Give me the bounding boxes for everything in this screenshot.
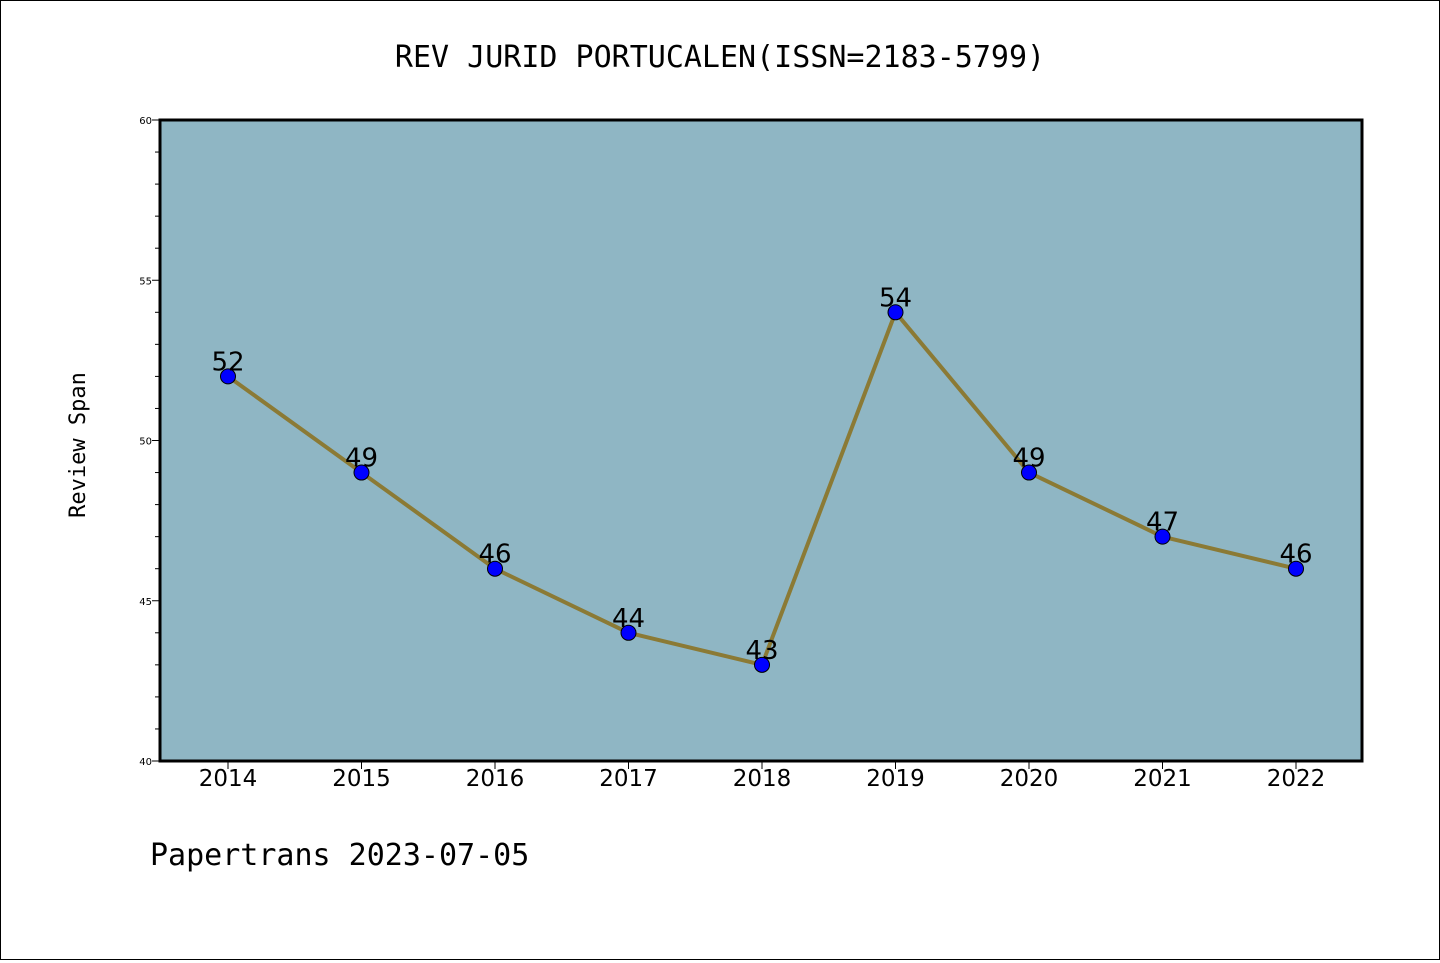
data-label: 46 <box>1279 540 1312 570</box>
plot-area <box>158 118 1364 763</box>
data-point <box>1288 560 1304 577</box>
x-axis: 2014 2015 2016 2017 2018 2019 2020 2021 2022 <box>199 761 1326 792</box>
data-point <box>620 624 637 641</box>
data-point <box>1154 528 1171 545</box>
y-tick-label: 40 <box>139 757 152 768</box>
data-point <box>1021 464 1037 481</box>
data-label: 49 <box>345 444 378 474</box>
data-label: 44 <box>612 604 645 634</box>
footer-stamp: Papertrans 2023-07-05 <box>150 838 529 873</box>
data-label: 47 <box>1146 508 1179 538</box>
x-tick-label: 2016 <box>466 766 525 792</box>
data-label: 52 <box>211 347 244 377</box>
y-tick-label: 50 <box>139 437 152 448</box>
series-group: 52 49 46 44 43 54 49 47 46 <box>211 283 1313 673</box>
x-tick-label: 2019 <box>866 766 925 792</box>
y-tick-label: 55 <box>139 276 152 287</box>
x-tick-label: 2018 <box>733 766 792 792</box>
y-tick-label: 45 <box>139 597 152 608</box>
data-point <box>220 368 236 385</box>
x-tick-label: 2015 <box>332 766 391 792</box>
x-tick-label: 2014 <box>199 766 258 792</box>
y-tick-label: 60 <box>139 116 152 127</box>
data-point <box>754 656 770 673</box>
data-point <box>487 560 503 577</box>
data-point <box>353 464 370 481</box>
x-tick-label: 2020 <box>1000 766 1059 792</box>
x-tick-label: 2021 <box>1133 766 1192 792</box>
data-label: 46 <box>478 540 511 570</box>
data-label: 43 <box>745 636 778 666</box>
data-label: 54 <box>879 283 912 313</box>
data-label: 49 <box>1012 444 1045 474</box>
y-axis: 40 45 50 55 60 <box>139 116 160 768</box>
y-axis-label: Review Span <box>66 372 91 518</box>
x-tick-label: 2017 <box>599 766 658 792</box>
data-point <box>887 304 904 321</box>
chart-title: REV JURID PORTUCALEN(ISSN=2183-5799) <box>395 40 1045 75</box>
x-tick-label: 2022 <box>1267 766 1326 792</box>
